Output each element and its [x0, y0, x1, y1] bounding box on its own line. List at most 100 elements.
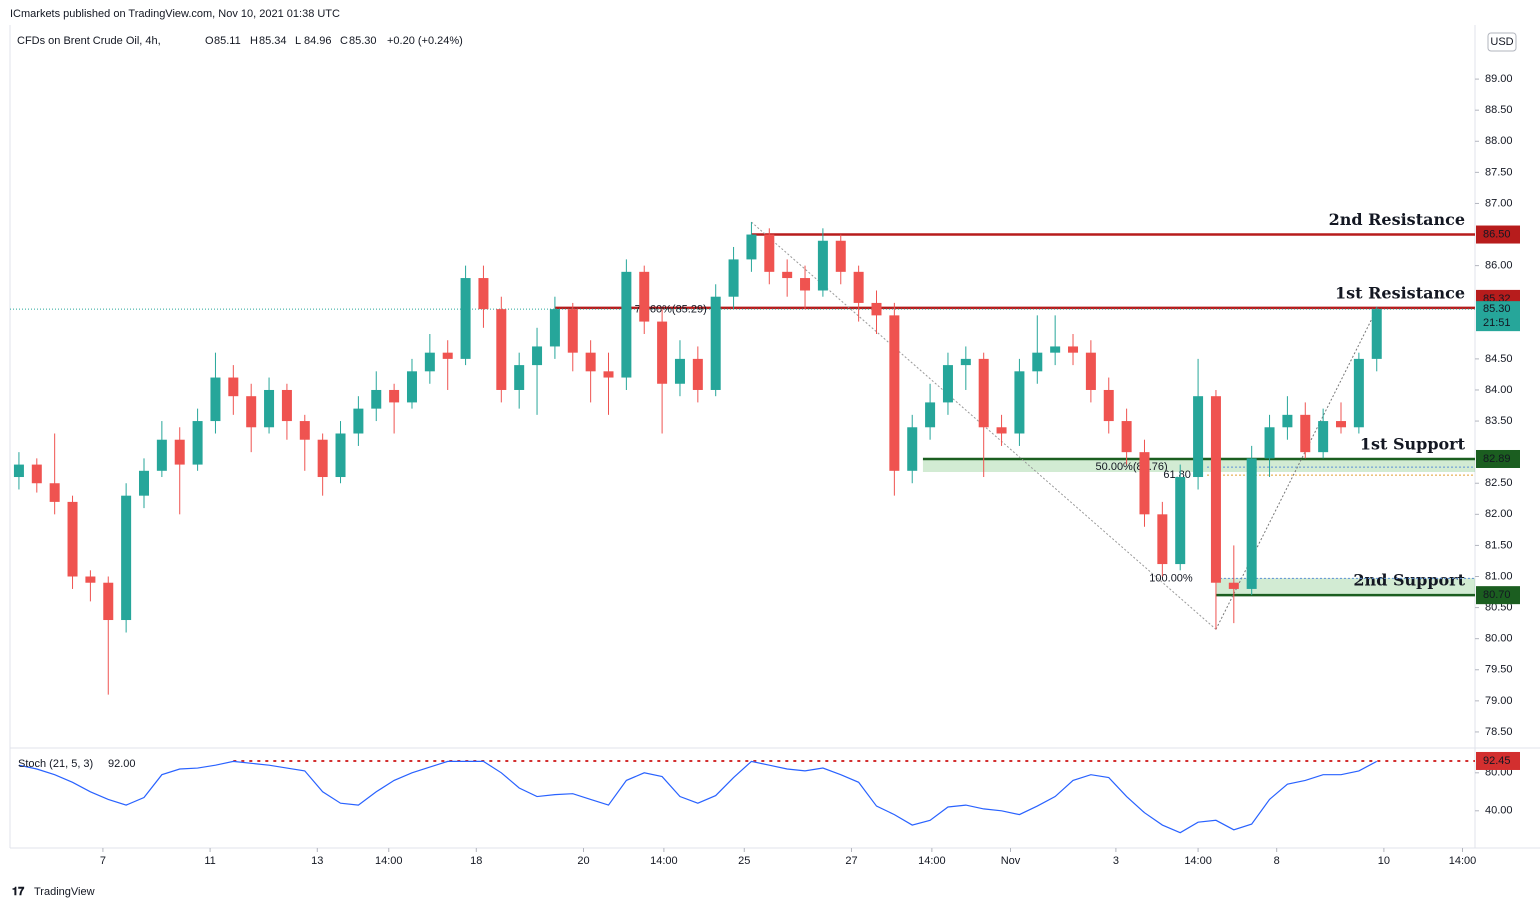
ohlc-value: 85.30: [349, 35, 377, 47]
candle-body: [621, 271, 632, 378]
candle-body: [674, 358, 685, 384]
last-price-box: [1476, 301, 1520, 332]
ohlc-value: 85.34: [259, 35, 287, 47]
candle-body: [460, 278, 471, 359]
candle-body: [1014, 371, 1025, 434]
ohlc-key: L: [295, 35, 301, 47]
currency[interactable]: USD: [1490, 36, 1513, 48]
candle-body: [264, 389, 275, 428]
symbol: CFDs on Brent Crude Oil, 4h,: [17, 35, 161, 47]
candle-body: [353, 408, 364, 434]
y-tick-label: 81.50: [1485, 539, 1513, 551]
candle-body: [389, 389, 400, 403]
candle-body: [281, 389, 292, 422]
candle-body: [496, 309, 507, 390]
ohlc-value: 85.11: [214, 35, 241, 47]
candle-body: [1139, 452, 1150, 515]
price-box-label: 86.50: [1483, 228, 1511, 240]
candle-body: [424, 352, 435, 372]
candle-body: [942, 365, 953, 403]
candle-body: [1103, 389, 1114, 422]
x-tick-label: 8: [1274, 855, 1280, 867]
candle-body: [1246, 458, 1257, 589]
candle-body: [728, 259, 739, 297]
candle-body: [246, 396, 257, 428]
y-tick-label: 86.00: [1485, 260, 1513, 272]
x-tick-label: 14:00: [650, 855, 678, 867]
candle-body: [692, 358, 703, 390]
candle-body: [478, 278, 489, 310]
ohlc-value: 84.96: [304, 35, 332, 47]
candle-body: [442, 352, 453, 359]
stoch-current: 92.00: [108, 758, 136, 770]
x-tick-label: 14:00: [1449, 855, 1477, 867]
ohlc-key: O: [205, 35, 214, 47]
x-tick-label: 20: [577, 855, 589, 867]
candle-body: [335, 433, 346, 478]
stoch-tick-label: 40.00: [1485, 805, 1513, 817]
price-box: [1476, 225, 1520, 244]
candle-body: [549, 309, 560, 347]
price-box: [1476, 586, 1520, 605]
candle-body: [138, 470, 149, 496]
level-label: 1st Support: [1360, 434, 1466, 453]
y-tick-label: 83.50: [1485, 415, 1513, 427]
candle-body: [1371, 309, 1382, 359]
countdown: 21:51: [1483, 317, 1511, 329]
candle-body: [532, 346, 543, 366]
candle-body: [567, 309, 578, 353]
y-tick-label: 79.00: [1485, 695, 1513, 707]
fib-label: 100.00%: [1149, 572, 1193, 584]
candle-body: [299, 421, 310, 440]
x-tick-label: 3: [1113, 855, 1119, 867]
y-tick-label: 84.00: [1485, 384, 1513, 396]
y-tick-label: 80.50: [1485, 601, 1513, 613]
currency-box[interactable]: [1487, 32, 1517, 52]
y-tick-label: 81.00: [1485, 570, 1513, 582]
candle-body: [1210, 396, 1221, 583]
candle-body: [585, 352, 596, 372]
candle-body: [49, 483, 60, 502]
candle-body: [1085, 352, 1096, 390]
ohlc-change: +0.20 (+0.24%): [387, 35, 463, 47]
candle-body: [85, 576, 96, 583]
candle-body: [13, 464, 24, 478]
candle-body: [978, 358, 989, 428]
candle-body: [1336, 421, 1347, 428]
candle-body: [764, 234, 775, 272]
y-tick-label: 87.50: [1485, 166, 1513, 178]
x-tick-label: 11: [204, 855, 215, 867]
candle-body: [871, 302, 882, 316]
candle-body: [1193, 396, 1204, 478]
candle-body: [1121, 421, 1132, 453]
x-tick-label: 10: [1378, 855, 1390, 867]
brand-logo: 𝟏𝟕: [12, 886, 25, 898]
candle-body: [1300, 414, 1311, 453]
fib-label: 78.60%(85.29): [635, 304, 707, 316]
candle-body: [800, 278, 811, 291]
candle-body: [1353, 358, 1364, 428]
y-tick-label: 88.50: [1485, 104, 1513, 116]
candle-body: [1264, 427, 1275, 459]
candle-body: [121, 495, 132, 621]
candle-body: [156, 439, 167, 471]
ohlc-legend: O 85.11 H 85.34 L 84.96 C 85.30 +0.20 (+0.24%): [205, 35, 463, 47]
y-tick-label: 82.00: [1485, 508, 1513, 520]
y-tick-label: 87.00: [1485, 197, 1513, 209]
y-tick-label: 80.00: [1485, 633, 1513, 645]
stoch-line: [18, 760, 1378, 834]
stoch-level-box: [1476, 751, 1520, 770]
fib-label: 50.00%(82.76): [1096, 461, 1168, 473]
y-tick-label: 88.00: [1485, 135, 1513, 147]
candle-body: [192, 421, 203, 465]
candle-body: [817, 240, 828, 291]
candle-body: [853, 271, 864, 303]
candle-body: [1228, 582, 1239, 589]
candle-body: [746, 234, 757, 260]
price-box-label: 82.89: [1483, 453, 1511, 465]
last-price-label: 85.30: [1483, 303, 1511, 315]
x-tick-label: 7: [100, 855, 106, 867]
candle-body: [710, 296, 721, 390]
